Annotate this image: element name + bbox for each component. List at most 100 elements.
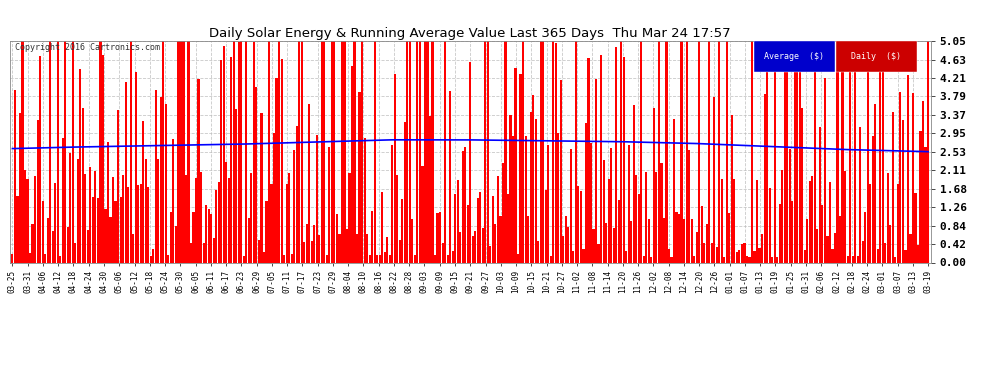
Bar — [842, 41, 843, 262]
Bar — [655, 172, 657, 262]
Bar — [132, 234, 135, 262]
Bar — [268, 41, 270, 262]
Bar — [280, 59, 283, 262]
Bar — [265, 201, 267, 262]
Bar — [449, 91, 451, 262]
Bar — [180, 41, 182, 262]
Bar — [218, 182, 220, 262]
Bar — [905, 251, 907, 262]
Bar — [278, 41, 280, 262]
Bar — [504, 41, 507, 262]
Bar — [143, 121, 145, 262]
Bar — [856, 256, 858, 262]
Bar — [673, 119, 675, 262]
Bar — [484, 41, 486, 262]
Bar — [781, 170, 783, 262]
Bar — [631, 220, 633, 262]
Bar — [817, 229, 819, 262]
Bar — [515, 69, 517, 262]
Bar — [590, 143, 592, 262]
Bar — [177, 41, 179, 262]
Bar — [459, 232, 461, 262]
Bar — [668, 249, 670, 262]
Bar — [197, 78, 200, 262]
Bar — [336, 214, 338, 262]
Bar — [313, 225, 316, 262]
Bar — [768, 188, 770, 262]
Bar — [14, 90, 16, 262]
Bar — [864, 212, 866, 262]
Bar — [778, 204, 781, 262]
Bar — [82, 108, 84, 262]
Bar — [748, 257, 750, 262]
Bar — [308, 104, 310, 262]
Bar — [225, 162, 228, 262]
Bar — [384, 252, 386, 262]
Bar — [507, 195, 509, 262]
Bar — [32, 224, 34, 262]
Bar — [223, 46, 225, 262]
Bar — [660, 163, 662, 262]
Bar — [471, 236, 474, 262]
Bar — [442, 243, 444, 262]
Bar — [451, 251, 453, 262]
Bar — [203, 243, 205, 262]
Bar — [89, 167, 91, 262]
Bar — [464, 147, 466, 262]
Bar — [368, 255, 370, 262]
Bar — [148, 188, 149, 262]
Bar — [94, 171, 96, 262]
Bar — [520, 74, 522, 262]
Bar — [564, 216, 567, 262]
Bar — [832, 249, 834, 262]
Bar — [927, 41, 930, 262]
Bar — [97, 198, 99, 262]
Bar — [17, 196, 19, 262]
Bar — [231, 57, 233, 262]
Bar — [499, 216, 502, 262]
Bar — [771, 256, 773, 262]
Bar — [344, 41, 346, 262]
Bar — [724, 257, 726, 262]
Bar — [396, 175, 398, 262]
Bar — [809, 181, 811, 262]
Bar — [716, 246, 718, 262]
Bar — [721, 179, 723, 262]
Bar — [879, 51, 881, 262]
Bar — [411, 219, 414, 262]
Bar — [753, 252, 755, 262]
Bar — [19, 112, 21, 262]
Bar — [34, 176, 36, 262]
Bar — [575, 41, 577, 262]
Bar — [409, 41, 411, 262]
Bar — [205, 206, 207, 262]
Bar — [439, 212, 442, 262]
Bar — [406, 41, 409, 262]
Bar — [51, 231, 53, 262]
Bar — [540, 41, 542, 262]
Bar — [329, 147, 331, 262]
Bar — [255, 87, 257, 262]
Bar — [386, 237, 388, 262]
Bar — [663, 217, 665, 262]
Bar — [861, 241, 863, 262]
Bar — [665, 41, 667, 262]
Bar — [102, 55, 104, 262]
Bar — [283, 255, 285, 262]
Bar — [907, 75, 909, 262]
Bar — [77, 159, 79, 262]
Bar — [127, 187, 130, 262]
Bar — [170, 211, 172, 262]
Bar — [869, 183, 871, 262]
Bar — [625, 251, 628, 262]
Bar — [693, 256, 695, 262]
Bar — [739, 250, 741, 262]
Bar — [527, 216, 530, 262]
Bar — [318, 235, 321, 262]
FancyBboxPatch shape — [753, 41, 835, 72]
Bar — [892, 112, 894, 262]
Bar — [743, 243, 745, 262]
Bar — [238, 42, 240, 262]
Bar — [910, 234, 912, 262]
Bar — [145, 159, 147, 262]
